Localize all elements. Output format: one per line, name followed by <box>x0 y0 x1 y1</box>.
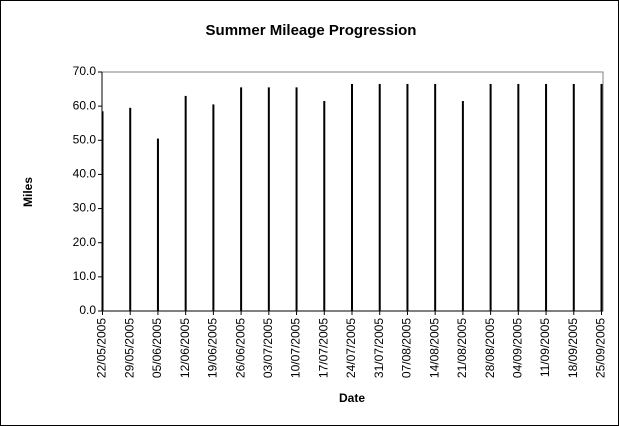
x-tick-label: 17/07/2005 <box>316 318 330 378</box>
bar <box>156 138 159 311</box>
x-tick-label: 25/09/2005 <box>594 318 608 378</box>
bar <box>267 87 270 311</box>
chart-title: Summer Mileage Progression <box>206 22 417 39</box>
x-tick-label: 12/06/2005 <box>178 318 192 378</box>
bar <box>406 83 409 311</box>
y-tick-label: 0.0 <box>79 303 96 317</box>
x-axis-label: Date <box>339 391 365 405</box>
y-tick-label: 40.0 <box>73 167 97 181</box>
bar <box>489 83 492 311</box>
x-tick-label: 07/08/2005 <box>400 318 414 378</box>
bar <box>461 101 464 312</box>
x-tick-label: 18/09/2005 <box>566 318 580 378</box>
bar <box>351 83 353 311</box>
y-tick-label: 60.0 <box>73 98 97 112</box>
bar <box>240 87 243 311</box>
bar <box>378 83 381 311</box>
y-tick-label: 50.0 <box>73 132 97 146</box>
x-tick-label: 03/07/2005 <box>261 318 275 378</box>
bar <box>572 83 575 311</box>
x-tick-label: 21/08/2005 <box>455 318 469 378</box>
x-tick-label: 31/07/2005 <box>372 318 386 378</box>
y-tick-label: 30.0 <box>73 201 97 215</box>
bar <box>434 83 437 311</box>
x-tick-label: 14/08/2005 <box>427 318 441 378</box>
bar <box>295 87 298 311</box>
y-axis-label: Miles <box>21 177 35 207</box>
bar <box>323 101 326 312</box>
x-tick-label: 19/06/2005 <box>206 318 220 378</box>
x-tick-label: 26/06/2005 <box>233 318 247 378</box>
x-tick-label: 05/06/2005 <box>150 318 164 378</box>
y-tick-label: 10.0 <box>73 269 97 283</box>
bar <box>212 104 215 311</box>
x-tick-label: 28/08/2005 <box>483 318 497 378</box>
bar <box>184 95 187 312</box>
y-tick-label: 70.0 <box>73 64 97 78</box>
x-tick-label: 24/07/2005 <box>344 318 358 378</box>
bar <box>545 83 548 311</box>
bar <box>101 111 104 311</box>
x-tick-label: 10/07/2005 <box>289 318 303 378</box>
x-tick-label: 22/05/2005 <box>95 318 109 378</box>
bar <box>517 83 520 311</box>
bar <box>600 83 603 311</box>
x-tick-label: 29/05/2005 <box>122 318 136 378</box>
x-tick-label: 11/09/2005 <box>538 318 552 377</box>
y-tick-label: 20.0 <box>73 235 97 249</box>
x-tick-label: 04/09/2005 <box>511 318 525 378</box>
bar <box>129 107 132 311</box>
